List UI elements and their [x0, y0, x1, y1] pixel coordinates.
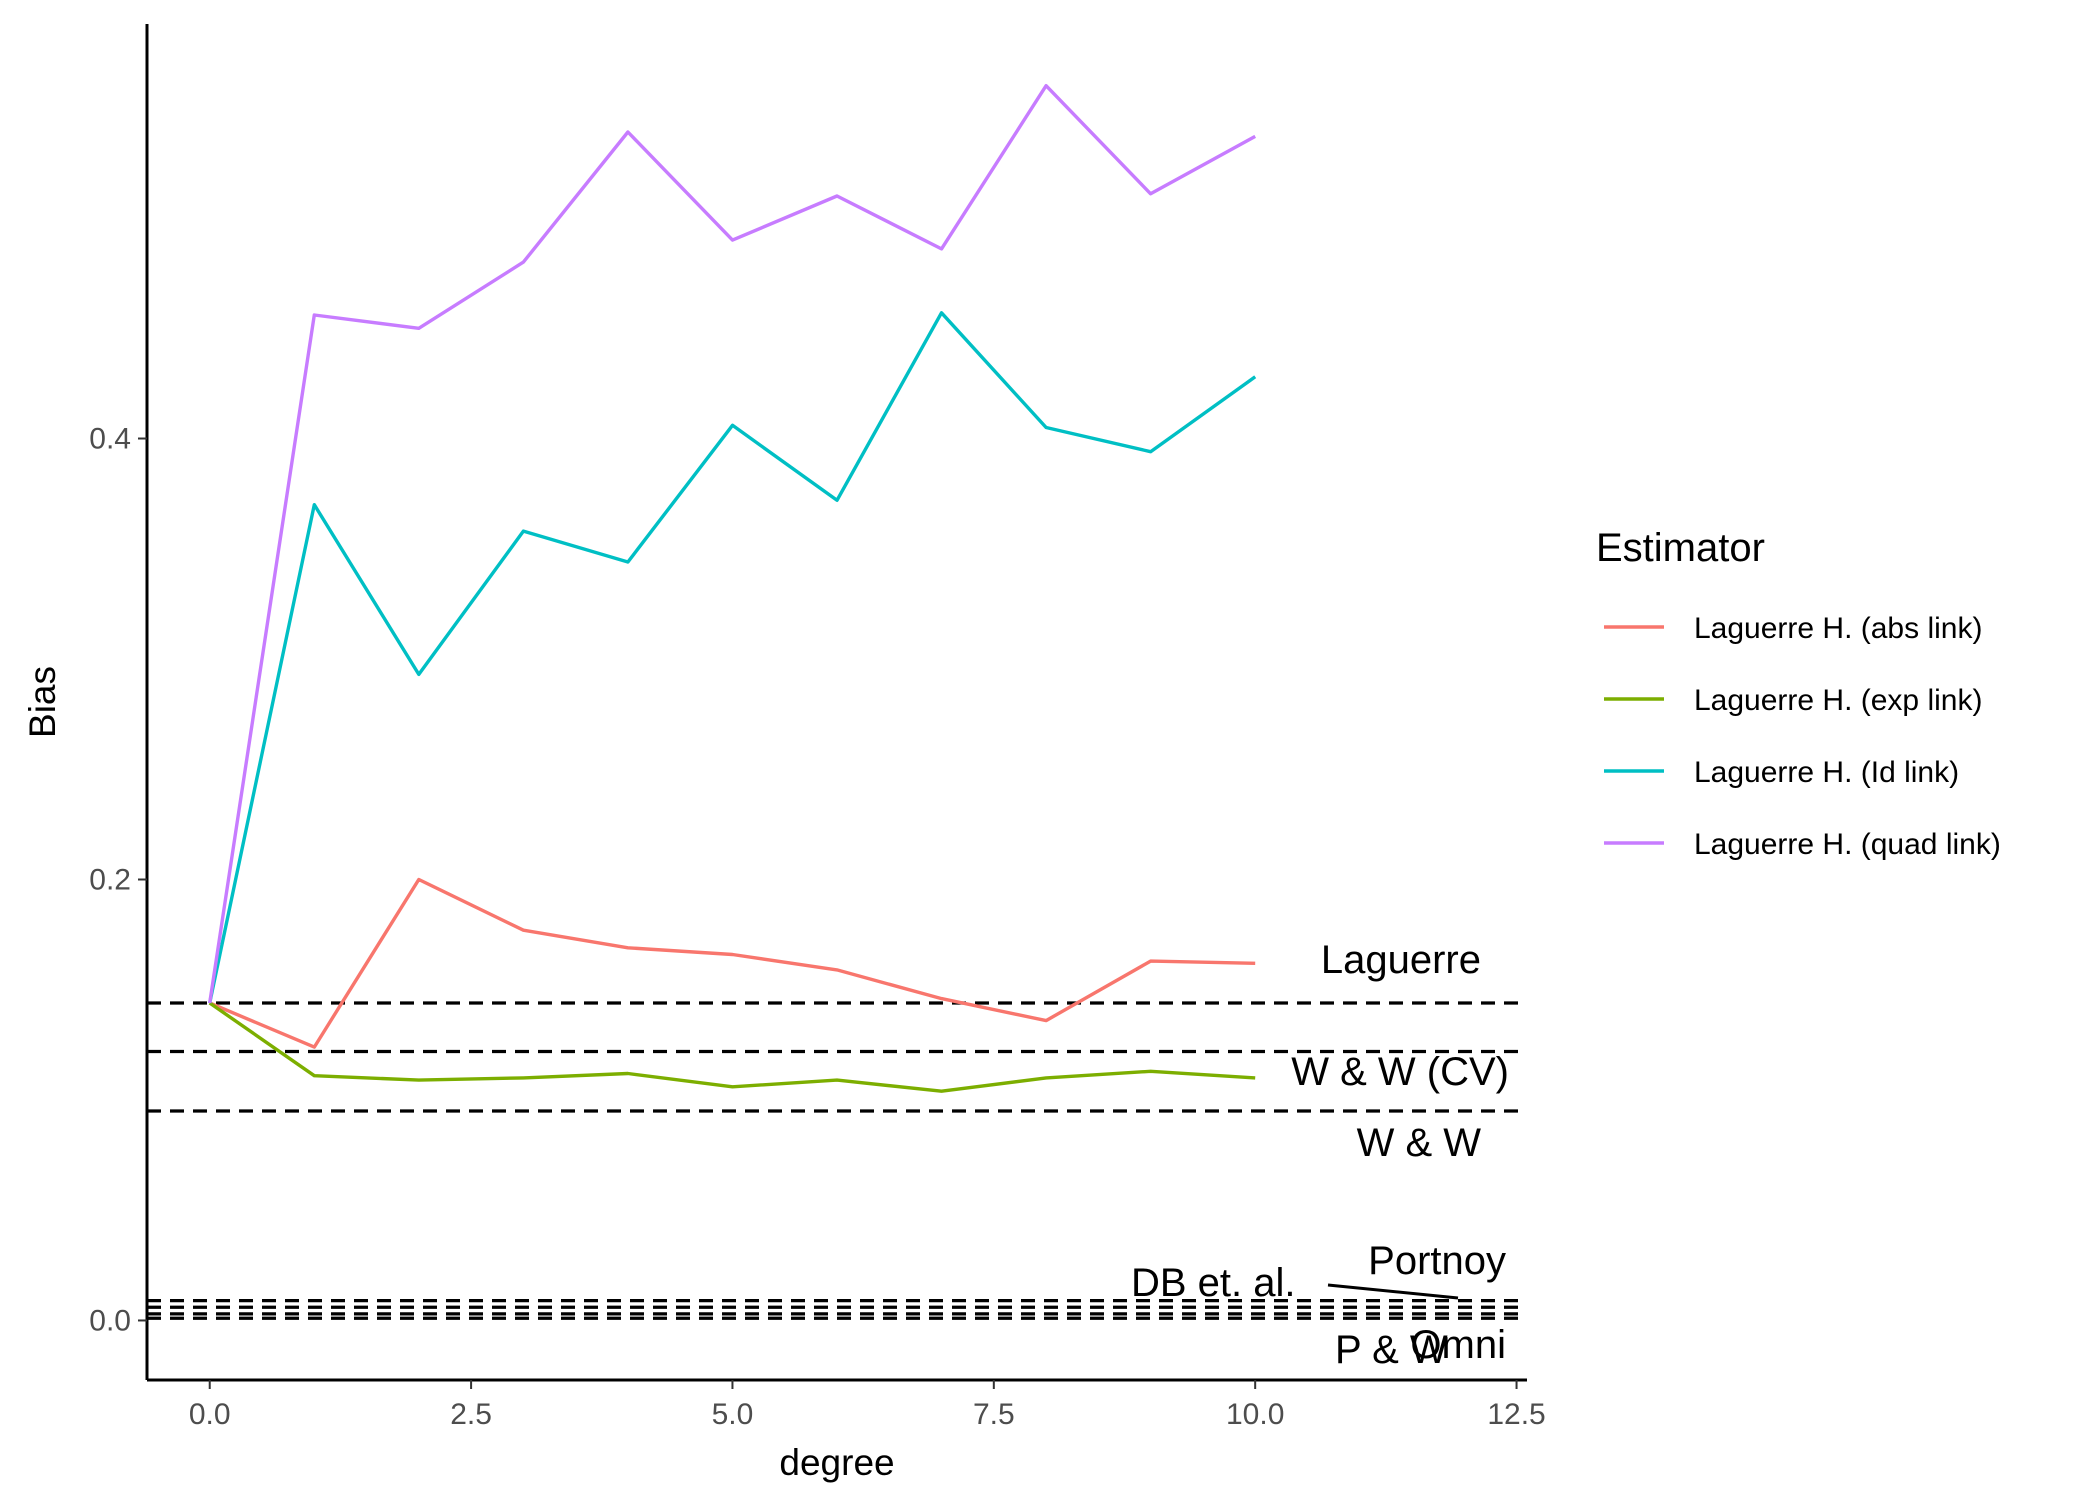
series-line	[209, 877, 1256, 1049]
series-line	[208, 1001, 1256, 1093]
series-line	[208, 311, 1257, 1004]
reference-labels: Laguerre W & W (CV) W & W Portnoy DB et. al.…	[1131, 938, 1509, 1372]
reference-label: W & W	[1357, 1121, 1482, 1165]
y-tick-label: 0.4	[89, 423, 131, 456]
reference-label: Laguerre	[1321, 938, 1481, 982]
legend-label: Laguerre H. (abs link)	[1694, 612, 1982, 645]
x-tick-label: 12.5	[1487, 1398, 1545, 1431]
reference-label: DB et. al.	[1131, 1261, 1296, 1305]
legend: Estimator Laguerre H. (abs link)Laguerre…	[1596, 526, 2001, 861]
y-tick-label: 0.0	[89, 1304, 131, 1337]
reference-label: P & W	[1335, 1328, 1448, 1372]
legend-label: Laguerre H. (quad link)	[1694, 828, 2001, 861]
reference-label: Omni	[1410, 1323, 1506, 1367]
x-tick-label: 7.5	[973, 1398, 1015, 1431]
series-line	[208, 83, 1257, 1004]
legend-label: Laguerre H. (exp link)	[1694, 684, 1982, 717]
reference-label: Portnoy	[1368, 1239, 1506, 1283]
label-leader-line	[1327, 1283, 1459, 1300]
y-tick-label: 0.2	[89, 863, 131, 896]
legend-label: Laguerre H. (Id link)	[1694, 756, 1959, 789]
reference-lines	[147, 1001, 1527, 1320]
x-axis-title: degree	[779, 1442, 894, 1483]
axes	[145, 24, 1527, 1382]
x-tick-label: 10.0	[1226, 1398, 1284, 1431]
y-axis-title: Bias	[22, 666, 63, 738]
y-axis-ticks: 0.0 0.2 0.4	[89, 423, 147, 1337]
x-axis-ticks: 0.0 2.5 5.0 7.5 10.0 12.5	[189, 1380, 1546, 1431]
x-tick-label: 2.5	[450, 1398, 492, 1431]
series-lines	[208, 83, 1257, 1093]
x-tick-label: 0.0	[189, 1398, 231, 1431]
legend-title: Estimator	[1596, 526, 1765, 570]
legend-items: Laguerre H. (abs link) Laguerre H. (exp l…	[1604, 612, 2001, 861]
x-tick-label: 5.0	[712, 1398, 754, 1431]
reference-label: W & W (CV)	[1291, 1050, 1509, 1094]
